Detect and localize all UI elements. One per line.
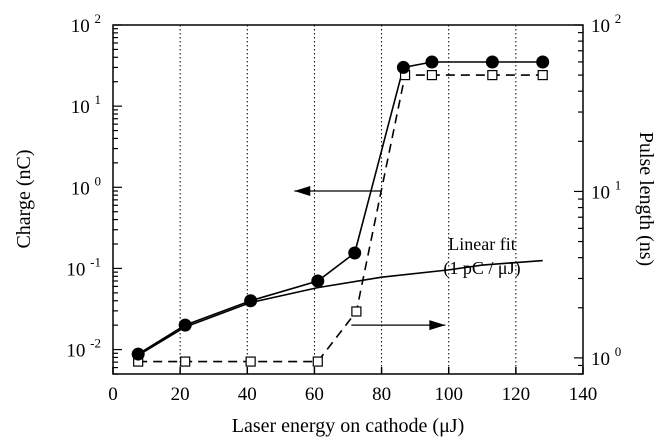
axis-arrow-head-right: [429, 320, 446, 331]
y-tick-label: 10 -1: [66, 254, 101, 280]
y-tick-label: 10 -2: [66, 336, 101, 362]
charge-point: [425, 55, 439, 69]
charge-point: [485, 55, 499, 69]
y-tick-label: 10 1: [71, 92, 101, 118]
y2-tick-label: 10 2: [591, 11, 621, 37]
charge-point: [244, 294, 258, 308]
pulse-length-point: [351, 306, 362, 317]
y-tick-label: 10 0: [71, 173, 101, 199]
y-tick-label: 10 2: [71, 11, 101, 37]
x-tick-label: 80: [372, 384, 391, 405]
pulse-length-point: [180, 356, 191, 367]
x-axis-label: Laser energy on cathode (μJ): [232, 415, 464, 437]
charge-point: [178, 318, 192, 332]
x-tick-label: 0: [108, 384, 118, 405]
fit-annotation-line1: Linear fit: [448, 234, 515, 254]
pulse-length-point: [426, 70, 438, 81]
y2-tick-label: 10 1: [591, 177, 621, 203]
series-layer: [131, 55, 550, 367]
x-tick-label: 40: [238, 384, 257, 405]
charge-point: [311, 274, 325, 288]
pulse-length-point: [487, 70, 498, 81]
pulse-length-point: [537, 70, 548, 81]
x-tick-label: 100: [434, 384, 463, 405]
labels-layer: 0 20 40 60 80 100 120 140 10 -2 10 -1 10 0 10 1 10 2…: [66, 11, 621, 405]
y2-axis-label: Pulse length (ns): [635, 132, 657, 266]
pulse-length-point: [312, 356, 323, 367]
charge-point: [348, 246, 362, 260]
charge-point: [536, 55, 550, 69]
ticks-layer: [112, 24, 584, 375]
y-axis-label: Charge (nC): [13, 149, 35, 248]
x-tick-label: 20: [171, 384, 190, 405]
pulse-length-line: [138, 74, 543, 363]
x-tick-label: 60: [305, 384, 324, 405]
x-tick-label: 140: [569, 384, 598, 405]
pulse-length-point: [245, 356, 256, 367]
fit-line: [137, 259, 543, 356]
y2-tick-label: 10 0: [591, 344, 621, 370]
charge-point: [396, 60, 410, 74]
charge-point: [131, 347, 145, 361]
x-tick-label: 120: [502, 384, 531, 405]
fit-annotation-line2: (1 pC / μJ): [443, 258, 520, 279]
axis-arrow-head-left: [294, 185, 311, 196]
charge-line: [137, 61, 543, 355]
